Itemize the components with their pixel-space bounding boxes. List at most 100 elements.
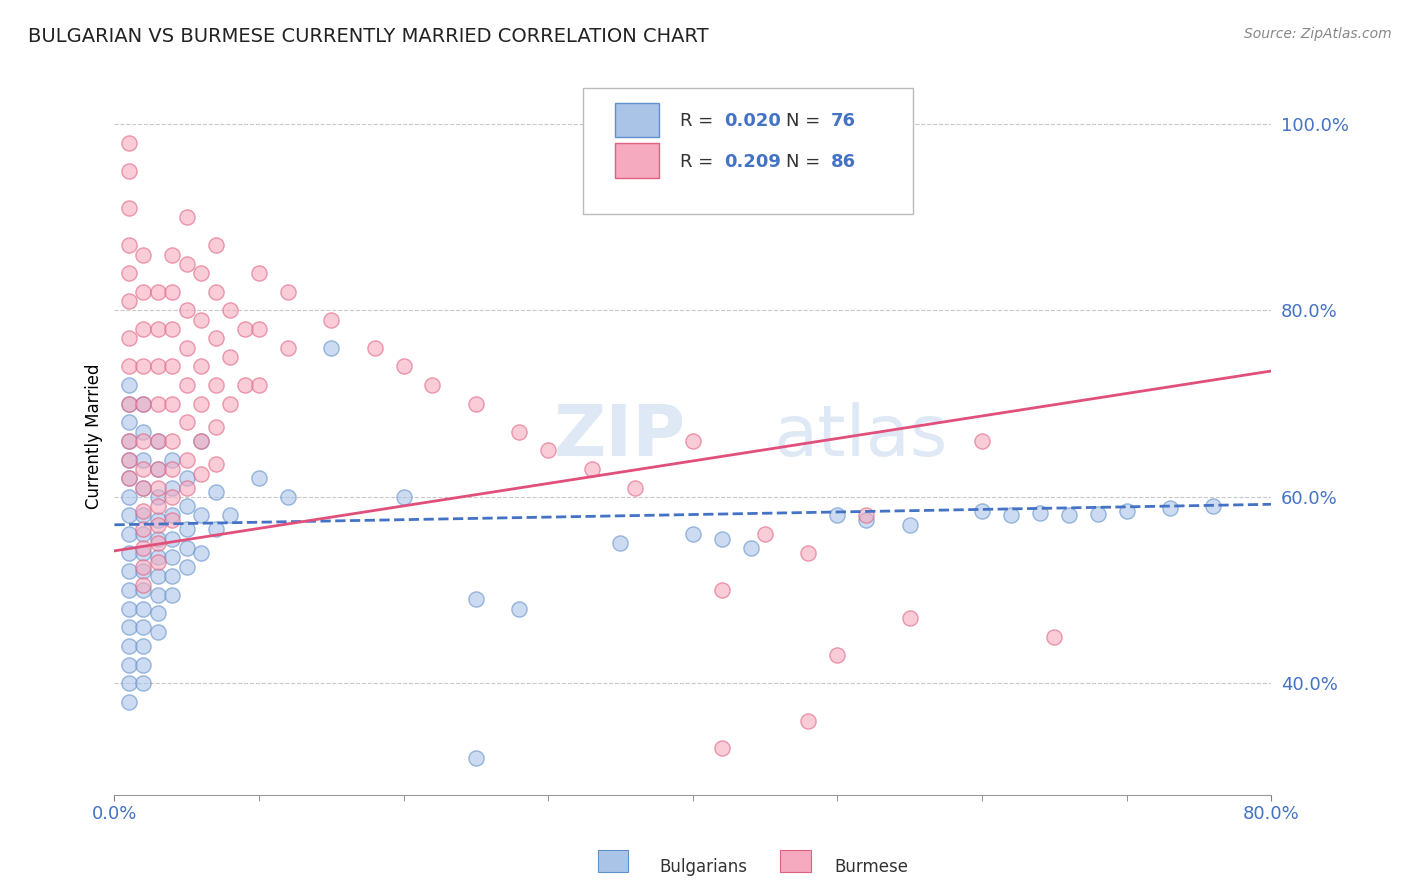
Point bbox=[190, 359, 212, 374]
Point bbox=[190, 434, 212, 448]
Point bbox=[146, 481, 169, 495]
Point bbox=[118, 452, 141, 467]
Point bbox=[855, 513, 877, 527]
Point bbox=[204, 285, 226, 299]
Text: ZIP: ZIP bbox=[554, 401, 686, 471]
Point bbox=[797, 714, 820, 728]
Point bbox=[682, 434, 704, 448]
Point bbox=[146, 285, 169, 299]
Point bbox=[855, 508, 877, 523]
FancyBboxPatch shape bbox=[583, 88, 912, 214]
Point bbox=[132, 565, 155, 579]
Point bbox=[118, 508, 141, 523]
Text: Source: ZipAtlas.com: Source: ZipAtlas.com bbox=[1244, 27, 1392, 41]
Point bbox=[204, 378, 226, 392]
Point bbox=[162, 569, 184, 583]
Point bbox=[118, 378, 141, 392]
Point bbox=[190, 397, 212, 411]
Point bbox=[132, 578, 155, 592]
Point bbox=[118, 359, 141, 374]
Point bbox=[132, 397, 155, 411]
Point bbox=[247, 378, 270, 392]
Text: 0.209: 0.209 bbox=[724, 153, 780, 171]
Point bbox=[277, 285, 299, 299]
Bar bbox=[598, 850, 628, 872]
Point bbox=[162, 397, 184, 411]
Point bbox=[118, 676, 141, 690]
Y-axis label: Currently Married: Currently Married bbox=[86, 364, 103, 509]
Point bbox=[176, 415, 198, 429]
Point bbox=[146, 569, 169, 583]
Point bbox=[710, 741, 733, 756]
Point bbox=[970, 504, 993, 518]
Point bbox=[118, 331, 141, 345]
Point bbox=[118, 238, 141, 252]
Point bbox=[146, 517, 169, 532]
Point bbox=[146, 536, 169, 550]
Point bbox=[277, 490, 299, 504]
Point bbox=[898, 517, 921, 532]
Point bbox=[464, 751, 486, 765]
Point bbox=[176, 257, 198, 271]
Point bbox=[146, 624, 169, 639]
Text: 0.020: 0.020 bbox=[724, 112, 780, 130]
Point bbox=[190, 434, 212, 448]
Point bbox=[710, 582, 733, 597]
Point bbox=[176, 559, 198, 574]
Point bbox=[176, 541, 198, 555]
Point bbox=[162, 481, 184, 495]
Point bbox=[827, 648, 849, 663]
Point bbox=[146, 499, 169, 513]
Bar bbox=[780, 850, 811, 872]
Point bbox=[204, 331, 226, 345]
Point bbox=[970, 434, 993, 448]
Point bbox=[1115, 504, 1137, 518]
Point bbox=[132, 397, 155, 411]
Point bbox=[132, 620, 155, 634]
Point bbox=[132, 523, 155, 537]
Point bbox=[146, 462, 169, 476]
Point bbox=[176, 378, 198, 392]
Point bbox=[118, 434, 141, 448]
Text: Burmese: Burmese bbox=[835, 858, 908, 876]
Point bbox=[118, 657, 141, 672]
Point bbox=[162, 508, 184, 523]
Text: R =: R = bbox=[681, 112, 718, 130]
Point bbox=[146, 322, 169, 336]
Point bbox=[508, 425, 530, 439]
Point bbox=[132, 452, 155, 467]
Point bbox=[118, 294, 141, 309]
Point bbox=[710, 532, 733, 546]
Text: 76: 76 bbox=[831, 112, 855, 130]
Text: atlas: atlas bbox=[773, 401, 948, 471]
Point bbox=[162, 452, 184, 467]
Point bbox=[118, 639, 141, 653]
Point bbox=[176, 341, 198, 355]
Point bbox=[146, 607, 169, 621]
Point bbox=[190, 312, 212, 326]
Point bbox=[132, 508, 155, 523]
Point bbox=[190, 266, 212, 280]
Point bbox=[162, 462, 184, 476]
Point bbox=[146, 397, 169, 411]
Point bbox=[146, 532, 169, 546]
Point bbox=[132, 504, 155, 518]
Point bbox=[1087, 507, 1109, 521]
Point bbox=[247, 471, 270, 485]
Point bbox=[363, 341, 385, 355]
Point bbox=[118, 695, 141, 709]
Bar bbox=[616, 103, 659, 137]
Point bbox=[132, 462, 155, 476]
Point bbox=[162, 550, 184, 565]
Point bbox=[1043, 630, 1066, 644]
Point bbox=[118, 565, 141, 579]
Point bbox=[146, 588, 169, 602]
Point bbox=[190, 467, 212, 481]
Point bbox=[1159, 501, 1181, 516]
Point bbox=[233, 322, 256, 336]
Point bbox=[132, 541, 155, 555]
Point bbox=[132, 657, 155, 672]
Point bbox=[624, 481, 647, 495]
Point bbox=[146, 555, 169, 569]
Point bbox=[132, 434, 155, 448]
